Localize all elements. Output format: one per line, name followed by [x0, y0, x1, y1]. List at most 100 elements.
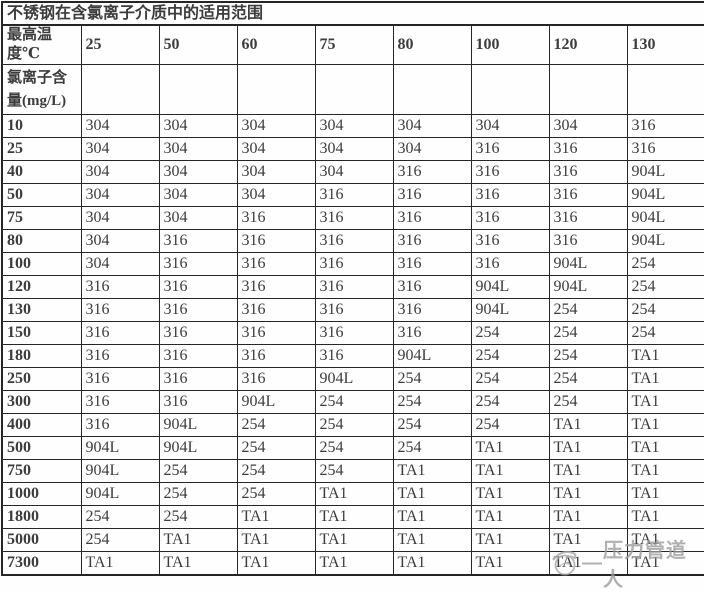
grade-cell: TA1	[80, 551, 160, 576]
grade-cell: 304	[80, 137, 160, 161]
grade-cell: TA1	[470, 528, 550, 552]
grade-cell: 316	[236, 298, 316, 322]
grade-cell: 316	[236, 321, 316, 345]
row-label-cell: 10	[1, 114, 82, 138]
grade-cell: 316	[392, 229, 472, 253]
grade-cell: 316	[158, 321, 238, 345]
table-row: 300 316 316 904L 254 254 254 254 TA1	[1, 390, 704, 414]
grade-cell: 316	[392, 275, 472, 299]
grade-cell: 254	[314, 413, 394, 437]
table-row: 5000 254 TA1 TA1 TA1 TA1 TA1 TA1 TA1	[1, 528, 704, 552]
grade-cell: 316	[80, 298, 160, 322]
grade-cell: TA1	[470, 482, 550, 506]
table-row: 100 304 316 316 316 316 316 904L 254	[1, 252, 704, 276]
grade-cell: 316	[470, 183, 550, 207]
grade-cell: TA1	[548, 505, 628, 529]
grade-cell: 316	[548, 229, 628, 253]
grade-cell: 304	[80, 114, 160, 138]
grade-cell: TA1	[158, 528, 238, 552]
table-row: 150 316 316 316 316 316 254 254 254	[1, 321, 704, 345]
temp-header: 130	[626, 24, 704, 65]
grade-cell: 304	[80, 229, 160, 253]
grade-cell: 316	[236, 229, 316, 253]
grade-cell: 316	[392, 298, 472, 322]
grade-cell: 316	[548, 160, 628, 184]
grade-cell: 316	[236, 367, 316, 391]
grade-cell: TA1	[158, 551, 238, 576]
grade-cell: 316	[626, 137, 704, 161]
grade-cell: 316	[236, 275, 316, 299]
grade-cell: 304	[80, 252, 160, 276]
grade-cell: TA1	[548, 413, 628, 437]
table-row: 50 304 304 304 316 316 316 316 904L	[1, 183, 704, 207]
row-label-cell: 5000	[1, 528, 82, 552]
grade-cell: 316	[158, 229, 238, 253]
grade-cell: 904L	[548, 275, 628, 299]
grade-cell: 316	[470, 137, 550, 161]
grade-cell: TA1	[392, 459, 472, 483]
grade-cell: 316	[626, 114, 704, 138]
grade-cell: 254	[158, 505, 238, 529]
grade-cell: 254	[314, 436, 394, 460]
grade-cell: TA1	[236, 551, 316, 576]
row-group-header-chloride: 氯离子含 量(mg/L)	[1, 64, 82, 115]
corner-header-line1: 最高温	[7, 27, 53, 43]
grade-cell: 304	[236, 114, 316, 138]
table-row: 180 316 316 316 316 904L 254 254 TA1	[1, 344, 704, 368]
grade-cell: TA1	[392, 482, 472, 506]
grade-cell: 316	[470, 229, 550, 253]
grade-cell: 254	[470, 390, 550, 414]
grade-cell: 316	[392, 252, 472, 276]
grade-cell: 304	[158, 114, 238, 138]
row-label-cell: 75	[1, 206, 82, 230]
grade-cell: 254	[314, 459, 394, 483]
row-label-cell: 100	[1, 252, 82, 276]
grade-cell: 316	[470, 252, 550, 276]
empty-cell	[236, 64, 316, 115]
grade-cell: 316	[548, 137, 628, 161]
grade-cell: 254	[626, 252, 704, 276]
row-label-cell: 40	[1, 160, 82, 184]
grade-cell: 254	[626, 298, 704, 322]
grade-cell: 316	[236, 252, 316, 276]
grade-cell: 316	[548, 206, 628, 230]
grade-cell: 904L	[548, 252, 628, 276]
grade-cell: 254	[80, 528, 160, 552]
grade-cell: 254	[236, 459, 316, 483]
grade-cell: 316	[158, 367, 238, 391]
grade-cell: 316	[158, 344, 238, 368]
corner-header-line2: 度℃	[7, 46, 40, 62]
grade-cell: 254	[548, 367, 628, 391]
empty-cell	[158, 64, 238, 115]
table-row: 130 316 316 316 316 316 904L 254 254	[1, 298, 704, 322]
grade-cell: TA1	[626, 413, 704, 437]
grade-cell: TA1	[626, 482, 704, 506]
grade-cell: 316	[158, 275, 238, 299]
grade-cell: TA1	[236, 528, 316, 552]
grade-cell: TA1	[626, 367, 704, 391]
table-row: 40 304 304 304 304 316 316 316 904L	[1, 160, 704, 184]
grade-cell: 904L	[626, 183, 704, 207]
row-label-cell: 1800	[1, 505, 82, 529]
table-row: 1000 904L 254 254 TA1 TA1 TA1 TA1 TA1	[1, 482, 704, 506]
grade-cell: 316	[236, 344, 316, 368]
row-label-cell: 120	[1, 275, 82, 299]
row-label-cell: 750	[1, 459, 82, 483]
row-label-cell: 50	[1, 183, 82, 207]
grade-cell: 316	[548, 183, 628, 207]
grade-cell: 254	[158, 459, 238, 483]
grade-cell: 904L	[626, 229, 704, 253]
grade-cell: 304	[158, 137, 238, 161]
grade-cell: 254	[470, 321, 550, 345]
table-row: 10 304 304 304 304 304 304 304 316	[1, 114, 704, 138]
grade-cell: 254	[392, 367, 472, 391]
grade-cell: 316	[314, 275, 394, 299]
table-row: 80 304 316 316 316 316 316 316 904L	[1, 229, 704, 253]
row-label-cell: 400	[1, 413, 82, 437]
grade-cell: 904L	[392, 344, 472, 368]
grade-cell: 254	[548, 390, 628, 414]
temp-header: 100	[470, 24, 550, 65]
grade-cell: 904L	[236, 390, 316, 414]
grade-cell: 904L	[626, 160, 704, 184]
temp-header: 50	[158, 24, 238, 65]
